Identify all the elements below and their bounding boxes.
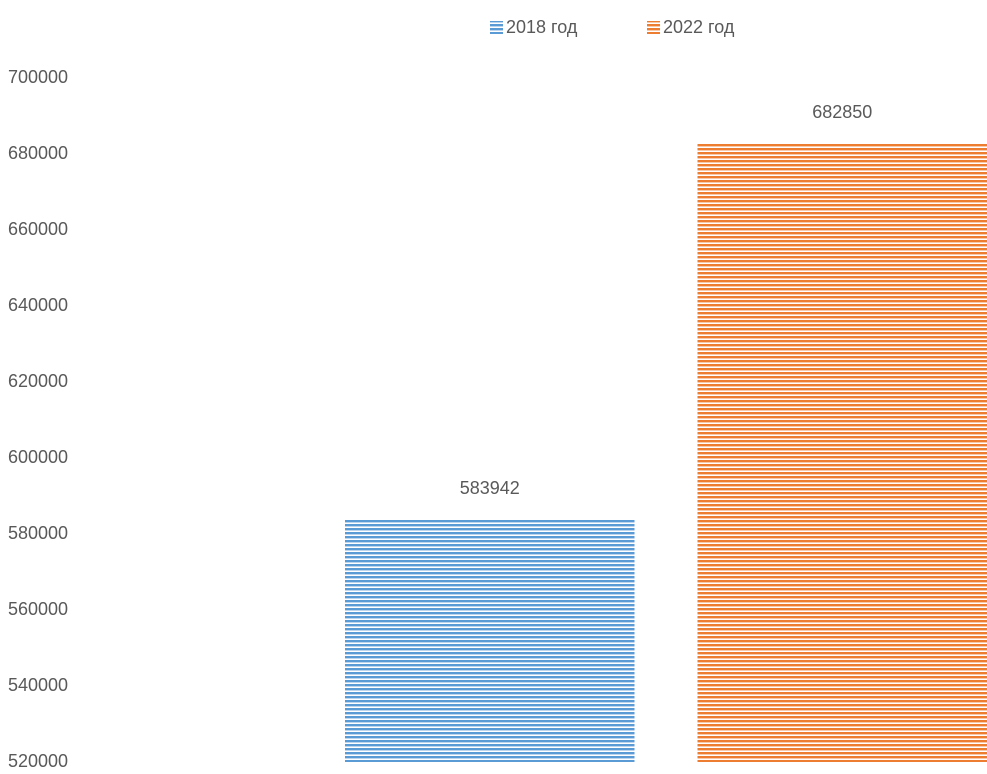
y-tick-label: 640000 (8, 295, 68, 315)
legend-swatch (490, 21, 503, 34)
y-tick-label: 600000 (8, 447, 68, 467)
bar (698, 143, 987, 762)
y-tick-label: 660000 (8, 219, 68, 239)
y-tick-label: 560000 (8, 599, 68, 619)
legend-label: 2022 год (663, 17, 735, 37)
data-label: 583942 (460, 478, 520, 498)
y-tick-label: 680000 (8, 143, 68, 163)
y-tick-label: 520000 (8, 751, 68, 769)
y-tick-label: 540000 (8, 675, 68, 695)
legend-label: 2018 год (506, 17, 578, 37)
bar (345, 519, 635, 762)
legend-swatch (647, 21, 660, 34)
y-tick-label: 580000 (8, 523, 68, 543)
y-tick-label: 620000 (8, 371, 68, 391)
data-label: 682850 (812, 102, 872, 122)
y-tick-label: 700000 (8, 67, 68, 87)
